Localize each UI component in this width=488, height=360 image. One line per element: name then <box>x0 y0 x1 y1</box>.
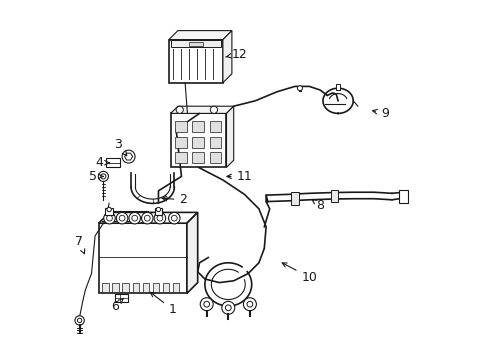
FancyBboxPatch shape <box>132 283 139 292</box>
FancyBboxPatch shape <box>192 137 203 148</box>
FancyBboxPatch shape <box>209 121 221 132</box>
FancyBboxPatch shape <box>99 223 186 293</box>
Circle shape <box>129 212 140 224</box>
Polygon shape <box>186 212 197 293</box>
Polygon shape <box>99 212 197 223</box>
FancyBboxPatch shape <box>122 283 129 292</box>
FancyBboxPatch shape <box>154 208 162 215</box>
Circle shape <box>144 215 150 221</box>
FancyBboxPatch shape <box>112 283 119 292</box>
Circle shape <box>77 318 81 323</box>
FancyBboxPatch shape <box>115 294 127 302</box>
Circle shape <box>203 301 209 307</box>
FancyBboxPatch shape <box>188 42 203 46</box>
Circle shape <box>210 106 217 113</box>
FancyBboxPatch shape <box>335 84 340 90</box>
Polygon shape <box>168 31 231 40</box>
FancyBboxPatch shape <box>175 137 186 148</box>
Text: 1: 1 <box>150 292 176 316</box>
Circle shape <box>225 305 231 311</box>
FancyBboxPatch shape <box>168 40 223 83</box>
FancyBboxPatch shape <box>170 113 226 167</box>
Text: 12: 12 <box>225 48 246 60</box>
Circle shape <box>103 212 115 224</box>
FancyBboxPatch shape <box>175 152 186 163</box>
Circle shape <box>157 215 163 221</box>
Text: 2: 2 <box>162 193 187 206</box>
FancyBboxPatch shape <box>209 137 221 148</box>
Text: 7: 7 <box>75 235 84 254</box>
Text: 6: 6 <box>111 298 123 312</box>
Circle shape <box>243 298 256 311</box>
FancyBboxPatch shape <box>291 192 298 205</box>
FancyBboxPatch shape <box>209 152 221 163</box>
Circle shape <box>122 150 135 163</box>
Circle shape <box>154 212 165 224</box>
Circle shape <box>171 215 177 221</box>
Text: 11: 11 <box>226 170 252 183</box>
Circle shape <box>75 316 84 325</box>
Circle shape <box>119 215 125 221</box>
Circle shape <box>107 207 111 212</box>
Circle shape <box>222 301 234 314</box>
FancyBboxPatch shape <box>330 190 337 202</box>
Text: 3: 3 <box>114 138 126 156</box>
Circle shape <box>297 86 302 91</box>
FancyBboxPatch shape <box>163 283 169 292</box>
Circle shape <box>98 171 108 181</box>
FancyBboxPatch shape <box>106 158 120 167</box>
Circle shape <box>141 212 153 224</box>
Circle shape <box>246 301 252 307</box>
Text: 9: 9 <box>372 107 388 120</box>
Text: 8: 8 <box>311 199 324 212</box>
FancyBboxPatch shape <box>142 283 149 292</box>
Circle shape <box>106 215 112 221</box>
FancyBboxPatch shape <box>192 121 203 132</box>
FancyBboxPatch shape <box>170 40 221 47</box>
FancyBboxPatch shape <box>399 190 407 203</box>
Circle shape <box>132 215 137 221</box>
Text: 10: 10 <box>282 263 317 284</box>
Polygon shape <box>226 106 233 167</box>
Circle shape <box>101 174 106 179</box>
Circle shape <box>156 207 160 212</box>
Polygon shape <box>170 106 233 113</box>
Circle shape <box>176 106 183 113</box>
FancyBboxPatch shape <box>175 121 186 132</box>
FancyBboxPatch shape <box>192 152 203 163</box>
FancyBboxPatch shape <box>105 208 113 215</box>
Circle shape <box>168 212 180 224</box>
Circle shape <box>116 212 127 224</box>
Text: 5: 5 <box>89 170 103 183</box>
Text: 4: 4 <box>96 156 109 169</box>
Polygon shape <box>223 31 231 83</box>
FancyBboxPatch shape <box>152 283 159 292</box>
Circle shape <box>200 298 213 311</box>
FancyBboxPatch shape <box>172 283 179 292</box>
FancyBboxPatch shape <box>102 283 108 292</box>
